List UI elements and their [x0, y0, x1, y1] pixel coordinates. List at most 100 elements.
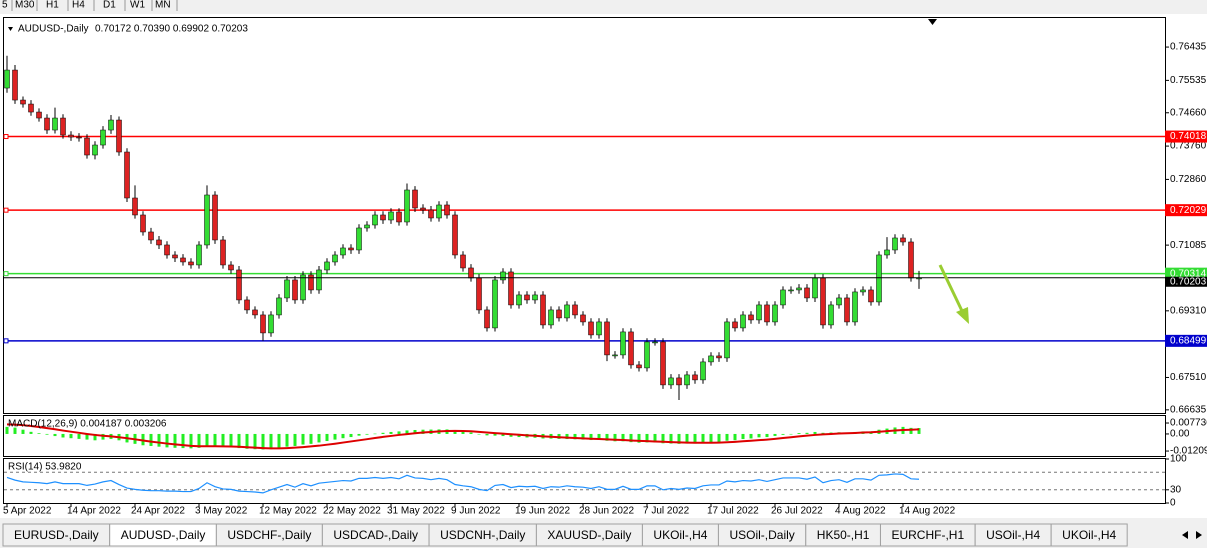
timeframe-button[interactable]: D1: [103, 0, 116, 11]
symbol-tab[interactable]: EURUSD-,Daily: [2, 523, 111, 547]
rsi-line: [6, 473, 920, 494]
macd-histogram-bar: [29, 431, 33, 434]
y-tick-label: 0.74660: [1170, 107, 1207, 118]
macd-histogram-bar: [589, 433, 593, 441]
candle-body: [900, 237, 906, 243]
x-tick-label: 28 Jun 2022: [579, 506, 634, 517]
tab-label[interactable]: UKOil-,H4: [653, 528, 707, 542]
current-price-bg: [1165, 276, 1207, 287]
tab-label[interactable]: USOil-,H4: [986, 528, 1040, 542]
symbol-tab[interactable]: UKOil-,H4: [641, 523, 719, 547]
tab-label[interactable]: USDCNH-,Daily: [440, 528, 525, 542]
x-tick-label: 24 Apr 2022: [131, 506, 185, 517]
level-label: 0.74018: [1170, 131, 1207, 142]
tab-label[interactable]: USOil-,Daily: [729, 528, 794, 542]
timeframe-button[interactable]: H4: [72, 0, 85, 11]
timeframe-button[interactable]: MN: [155, 0, 171, 11]
symbol-tab[interactable]: USOil-,H4: [974, 523, 1052, 547]
tab-label[interactable]: AUDUSD-,Daily: [121, 528, 206, 542]
candle-body: [596, 321, 602, 336]
candle-body: [812, 277, 818, 299]
candle-body: [452, 214, 458, 256]
tab-label[interactable]: EURUSD-,Daily: [14, 528, 99, 542]
candle-body: [668, 377, 674, 386]
symbol-tab[interactable]: UKOil-,H4: [1050, 523, 1128, 547]
macd-histogram-bar: [813, 431, 817, 434]
timeframe-button[interactable]: H1: [46, 0, 59, 11]
macd-histogram-bar: [477, 433, 481, 435]
macd-histogram-bar: [773, 433, 777, 436]
macd-histogram-bar: [157, 433, 161, 447]
macd-histogram-bar: [21, 429, 25, 434]
symbol-tab[interactable]: HK50-,H1: [805, 523, 881, 547]
annotation-arrow-head: [956, 307, 969, 324]
candle-body: [700, 361, 706, 381]
tab-label[interactable]: USDCHF-,Daily: [227, 528, 311, 542]
symbol-tab[interactable]: USDCHF-,Daily: [215, 523, 323, 547]
candle-body: [228, 264, 234, 271]
timeframe-button[interactable]: M30: [15, 0, 35, 11]
candle-body: [740, 314, 746, 329]
candle-body: [620, 331, 626, 356]
candle-body: [476, 277, 482, 311]
tab-label[interactable]: XAUUSD-,Daily: [547, 528, 631, 542]
candle-body: [20, 99, 26, 105]
y-tick-label: 0.76435: [1170, 42, 1207, 53]
macd-histogram-bar: [485, 433, 489, 436]
macd-histogram-bar: [677, 433, 681, 444]
level-label-bg: [1165, 334, 1207, 347]
y-tick-label: 0.72860: [1170, 174, 1207, 185]
tab-label[interactable]: USDCAD-,Daily: [333, 528, 418, 542]
macd-histogram-bar: [37, 433, 41, 434]
candle-body: [612, 354, 618, 357]
candle-body: [644, 341, 650, 369]
tab-scroll-left[interactable]: [1182, 531, 1188, 539]
symbol-tab[interactable]: AUDUSD-,Daily: [109, 523, 217, 547]
tab-scroll-right[interactable]: [1196, 531, 1202, 539]
macd-histogram-bar: [317, 433, 321, 443]
macd-histogram-bar: [325, 433, 329, 442]
candle-body: [220, 239, 226, 266]
symbol-tab[interactable]: XAUUSD-,Daily: [535, 523, 643, 547]
candle-body: [788, 289, 794, 292]
candle-body: [68, 134, 74, 138]
level-label: 0.72029: [1170, 205, 1207, 216]
candle-body: [636, 364, 642, 369]
macd-histogram-bar: [405, 430, 409, 434]
candle-body: [372, 214, 378, 226]
x-tick-label: 31 May 2022: [387, 506, 445, 517]
macd-histogram-bar: [725, 433, 729, 441]
macd-histogram-bar: [61, 433, 65, 438]
macd-histogram-bar: [653, 433, 657, 443]
macd-histogram-bar: [749, 433, 753, 439]
tab-label[interactable]: HK50-,H1: [817, 528, 870, 542]
y-tick-label: 100: [1170, 454, 1187, 465]
macd-histogram-bar: [373, 433, 377, 435]
candle-body: [308, 274, 314, 291]
symbol-tab[interactable]: USDCAD-,Daily: [321, 523, 430, 547]
timeframe-button[interactable]: 5: [2, 0, 8, 11]
macd-histogram-bar: [173, 433, 177, 448]
symbol-tab[interactable]: EURCHF-,H1: [879, 523, 976, 547]
macd-histogram-bar: [717, 433, 721, 443]
candle-body: [188, 261, 194, 266]
timeframe-button[interactable]: W1: [130, 0, 145, 11]
symbol-tab[interactable]: USDCNH-,Daily: [428, 523, 537, 547]
x-tick-label: 14 Aug 2022: [899, 506, 956, 517]
level-label-bg: [1165, 204, 1207, 217]
macd-histogram-bar: [573, 433, 577, 440]
level-handle: [3, 338, 9, 344]
candle-body: [260, 314, 266, 334]
level-label: 0.68499: [1170, 335, 1207, 346]
macd-histogram-bar: [53, 433, 57, 437]
macd-histogram-bar: [253, 433, 257, 450]
symbol-tab[interactable]: USOil-,Daily: [717, 523, 807, 547]
level-label: 0.70314: [1170, 268, 1207, 279]
candle-body: [564, 304, 570, 319]
macd-histogram-bar: [605, 433, 609, 441]
tab-label[interactable]: UKOil-,H4: [1062, 528, 1116, 542]
macd-histogram-bar: [757, 433, 761, 438]
candle-body: [204, 194, 210, 246]
candle-body: [196, 244, 202, 266]
tab-label[interactable]: EURCHF-,H1: [891, 528, 964, 542]
